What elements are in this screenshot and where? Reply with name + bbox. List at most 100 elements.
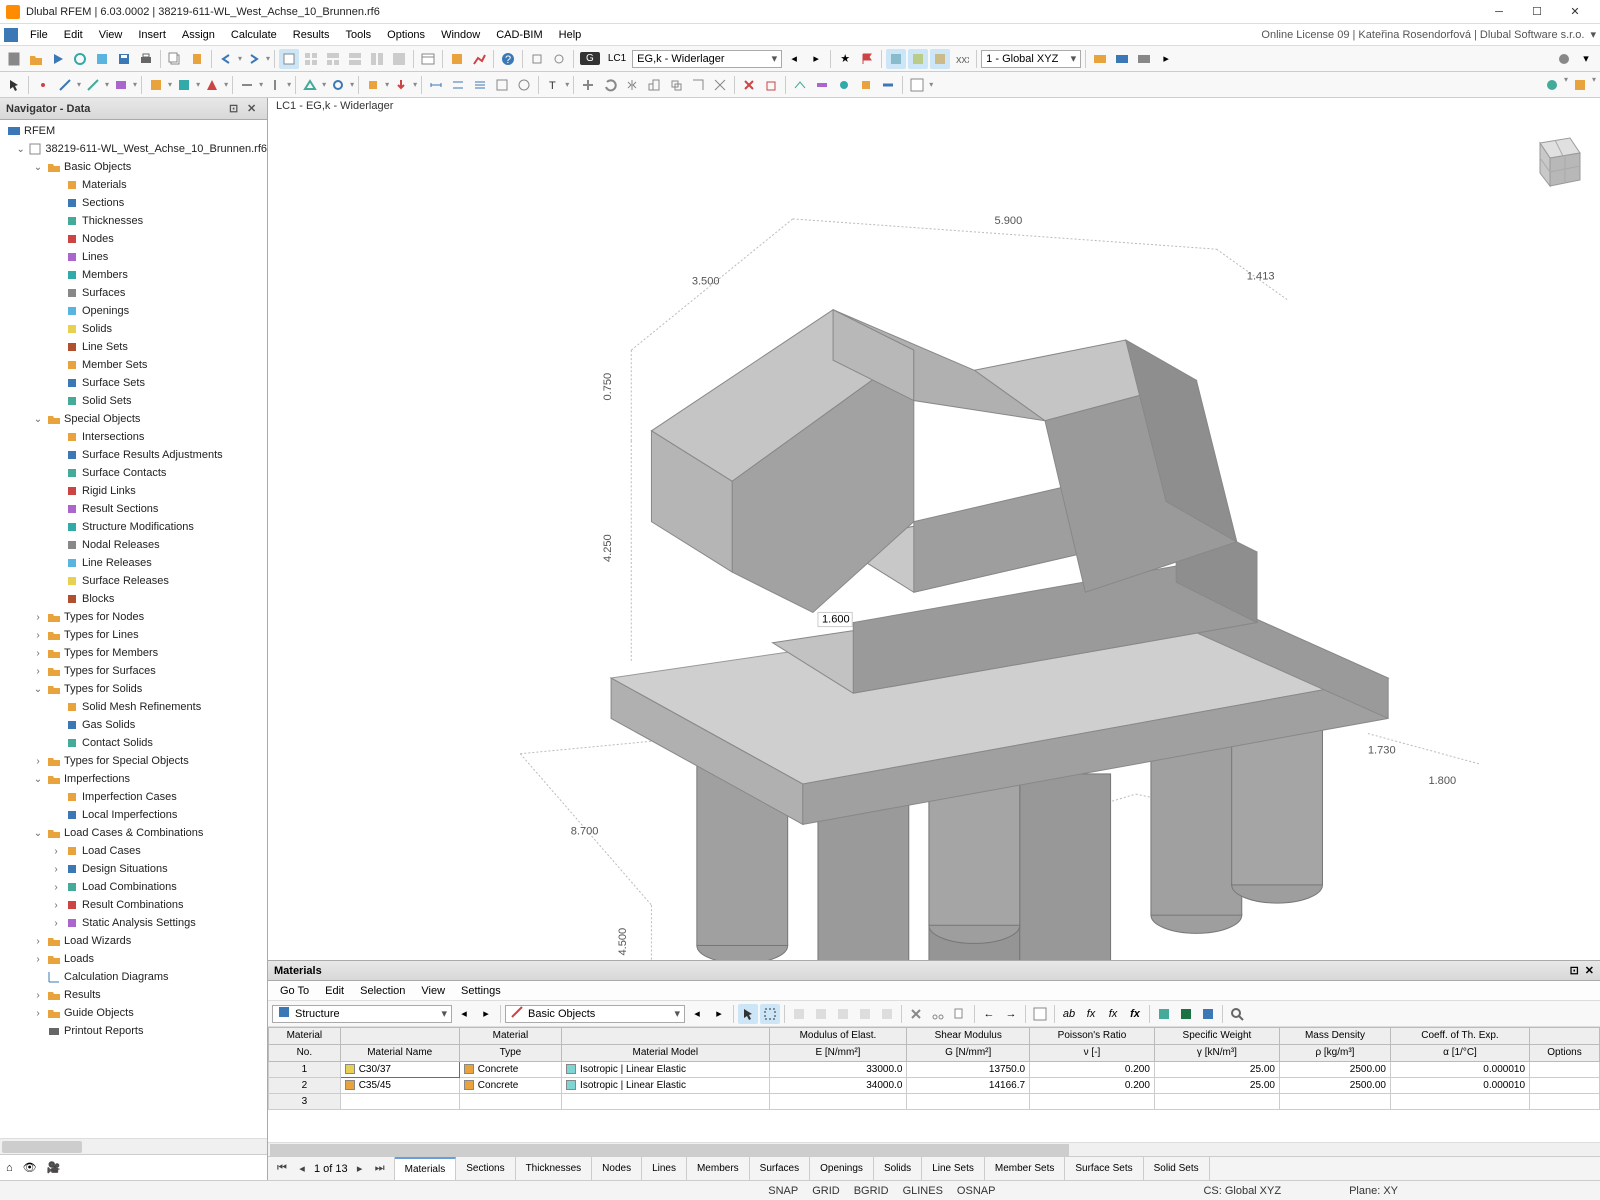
tree-item[interactable]: Intersections	[0, 428, 267, 446]
grid-btn1[interactable]	[1090, 49, 1110, 69]
loadcase-combo[interactable]: EG,k - Widerlager▾	[632, 50, 782, 68]
tb3[interactable]	[833, 1004, 853, 1024]
dim5-tool[interactable]	[514, 75, 534, 95]
more-button[interactable]: ▾	[1576, 49, 1596, 69]
node-tool[interactable]	[33, 75, 53, 95]
tb2[interactable]	[811, 1004, 831, 1024]
tree-item[interactable]: Solids	[0, 320, 267, 338]
tree-item[interactable]: Blocks	[0, 590, 267, 608]
tb-save[interactable]	[1198, 1004, 1218, 1024]
tree-item[interactable]: Materials	[0, 176, 267, 194]
grid3-button[interactable]	[345, 49, 365, 69]
tree-calc-diagrams[interactable]: Calculation Diagrams	[0, 968, 267, 986]
tree-item[interactable]: Line Sets	[0, 338, 267, 356]
tree-item[interactable]: Members	[0, 266, 267, 284]
undo-button[interactable]	[216, 49, 236, 69]
mp-settings[interactable]: Settings	[453, 984, 509, 998]
tab-thicknesses[interactable]: Thicknesses	[516, 1157, 593, 1180]
panel-pin-icon[interactable]: ⊡	[1570, 964, 1579, 977]
eye-icon[interactable]: 👁	[23, 1161, 37, 1174]
dim1-tool[interactable]	[426, 75, 446, 95]
tree-item[interactable]: Surface Results Adjustments	[0, 446, 267, 464]
tree-item[interactable]: Surface Contacts	[0, 464, 267, 482]
snap1-button[interactable]	[527, 49, 547, 69]
status-snap[interactable]: SNAP	[768, 1185, 798, 1197]
del-tool[interactable]	[739, 75, 759, 95]
support-tool[interactable]	[300, 75, 320, 95]
table-row[interactable]: 2 C35/45 Concrete Isotropic | Linear Ela…	[269, 1078, 1600, 1094]
help-button[interactable]: ?	[498, 49, 518, 69]
tb-left[interactable]: ←	[979, 1004, 999, 1024]
copy-tool[interactable]	[666, 75, 686, 95]
redo-button[interactable]	[244, 49, 264, 69]
tree-item[interactable]: Solid Mesh Refinements	[0, 698, 267, 716]
camera-icon[interactable]: 🎥	[47, 1161, 61, 1174]
tree-item[interactable]: Thicknesses	[0, 212, 267, 230]
del2-tool[interactable]	[761, 75, 781, 95]
tree-item[interactable]: Surface Sets	[0, 374, 267, 392]
toggle3-button[interactable]	[930, 49, 950, 69]
view-1-button[interactable]	[279, 49, 299, 69]
recycle-button[interactable]	[70, 49, 90, 69]
block-button[interactable]	[92, 49, 112, 69]
star-button[interactable]: ★	[835, 49, 855, 69]
tab-materials[interactable]: Materials	[395, 1157, 457, 1180]
minimize-button[interactable]: ─	[1480, 1, 1518, 23]
align-tool[interactable]	[688, 75, 708, 95]
tree-item[interactable]: Rigid Links	[0, 482, 267, 500]
tree-printout[interactable]: Printout Reports	[0, 1022, 267, 1040]
menu-view[interactable]: View	[91, 27, 131, 43]
tb-delete[interactable]	[906, 1004, 926, 1024]
tab-sections[interactable]: Sections	[456, 1157, 515, 1180]
combo-next[interactable]: ▸	[476, 1004, 496, 1024]
pager-first[interactable]: ⏮	[274, 1161, 290, 1177]
tree-item[interactable]: Surface Releases	[0, 572, 267, 590]
tree-lcc[interactable]: ⌄Load Cases & Combinations	[0, 824, 267, 842]
load-tool[interactable]	[391, 75, 411, 95]
f2-tool[interactable]	[812, 75, 832, 95]
tb-copy[interactable]	[950, 1004, 970, 1024]
lc-prev-button[interactable]: ◂	[784, 49, 804, 69]
palette-tool[interactable]	[1570, 75, 1590, 95]
navigator-tree[interactable]: RFEM ⌄38219-611-WL_West_Achse_10_Brunnen…	[0, 120, 267, 1138]
menu-options[interactable]: Options	[379, 27, 433, 43]
tool-b[interactable]	[174, 75, 194, 95]
menu-file[interactable]: File	[22, 27, 56, 43]
menu-tools[interactable]: Tools	[337, 27, 379, 43]
tree-types-members[interactable]: ›Types for Members	[0, 644, 267, 662]
dim3-tool[interactable]	[470, 75, 490, 95]
grid2-button[interactable]	[323, 49, 343, 69]
table-button[interactable]	[418, 49, 438, 69]
tree-item[interactable]: Local Imperfections	[0, 806, 267, 824]
f1-tool[interactable]	[790, 75, 810, 95]
tree-types-solids[interactable]: ⌄Types for Solids	[0, 680, 267, 698]
menu-edit[interactable]: Edit	[56, 27, 91, 43]
tree-item[interactable]: Nodal Releases	[0, 536, 267, 554]
tree-special-objects[interactable]: ⌄Special Objects	[0, 410, 267, 428]
settings-button[interactable]	[1554, 49, 1574, 69]
tb5[interactable]	[877, 1004, 897, 1024]
grid1-button[interactable]	[301, 49, 321, 69]
tree-item[interactable]: Gas Solids	[0, 716, 267, 734]
table-row[interactable]: 1 C30/37 Concrete Isotropic | Linear Ela…	[269, 1062, 1600, 1078]
flag-button[interactable]	[857, 49, 877, 69]
surface-tool[interactable]	[111, 75, 131, 95]
table-row[interactable]: 3	[269, 1094, 1600, 1110]
line-tool[interactable]	[55, 75, 75, 95]
obj-prev[interactable]: ◂	[687, 1004, 707, 1024]
tool-d[interactable]	[237, 75, 257, 95]
trim-tool[interactable]	[710, 75, 730, 95]
tree-item[interactable]: Nodes	[0, 230, 267, 248]
tree-item[interactable]: Openings	[0, 302, 267, 320]
tree-item[interactable]: Line Releases	[0, 554, 267, 572]
tree-item[interactable]: Contact Solids	[0, 734, 267, 752]
tb-fx3[interactable]: fx	[1103, 1004, 1123, 1024]
close-button[interactable]: ✕	[1556, 1, 1594, 23]
menu-cadbim[interactable]: CAD-BIM	[488, 27, 550, 43]
tree-item[interactable]: Member Sets	[0, 356, 267, 374]
tab-lines[interactable]: Lines	[642, 1157, 687, 1180]
tb1[interactable]	[789, 1004, 809, 1024]
mirror-tool[interactable]	[622, 75, 642, 95]
combo-prev[interactable]: ◂	[454, 1004, 474, 1024]
tree-item[interactable]: Result Sections	[0, 500, 267, 518]
